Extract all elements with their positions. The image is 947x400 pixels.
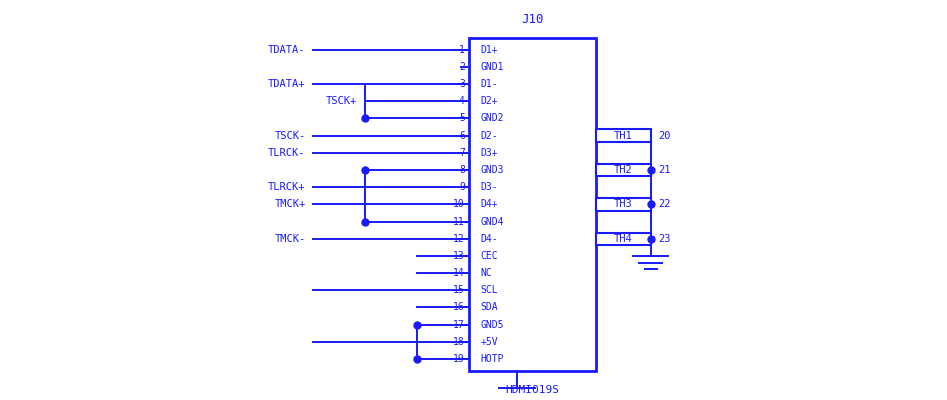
Text: 18: 18 bbox=[453, 337, 465, 347]
Bar bbox=[596, 198, 651, 210]
Text: TSCK+: TSCK+ bbox=[326, 96, 357, 106]
Text: 4: 4 bbox=[459, 96, 465, 106]
Text: SDA: SDA bbox=[481, 302, 498, 312]
Text: TDATA-: TDATA- bbox=[268, 45, 306, 55]
Text: 16: 16 bbox=[453, 302, 465, 312]
Text: 9: 9 bbox=[459, 182, 465, 192]
Text: GND3: GND3 bbox=[481, 165, 504, 175]
Text: +5V: +5V bbox=[481, 337, 498, 347]
Text: TMCK-: TMCK- bbox=[275, 234, 306, 244]
Text: TSCK-: TSCK- bbox=[275, 131, 306, 141]
Text: 10: 10 bbox=[453, 199, 465, 209]
Text: 19: 19 bbox=[453, 354, 465, 364]
Bar bbox=[469, 38, 596, 371]
Text: 23: 23 bbox=[658, 234, 671, 244]
Text: NC: NC bbox=[481, 268, 492, 278]
Text: D3-: D3- bbox=[481, 182, 498, 192]
Text: 7: 7 bbox=[459, 148, 465, 158]
Text: D1-: D1- bbox=[481, 79, 498, 89]
Text: GND5: GND5 bbox=[481, 320, 504, 330]
Text: 3: 3 bbox=[459, 79, 465, 89]
Bar bbox=[596, 164, 651, 176]
Text: 21: 21 bbox=[658, 165, 671, 175]
Text: 2: 2 bbox=[459, 62, 465, 72]
Text: 6: 6 bbox=[459, 131, 465, 141]
Text: TH4: TH4 bbox=[614, 234, 633, 244]
Text: TMCK+: TMCK+ bbox=[275, 199, 306, 209]
Text: J10: J10 bbox=[521, 13, 544, 26]
Text: GND1: GND1 bbox=[481, 62, 504, 72]
Text: 15: 15 bbox=[453, 285, 465, 295]
Text: HDMI019S: HDMI019S bbox=[506, 385, 560, 395]
Bar bbox=[596, 130, 651, 142]
Text: TH2: TH2 bbox=[614, 165, 633, 175]
Text: TH1: TH1 bbox=[614, 131, 633, 141]
Text: TH3: TH3 bbox=[614, 199, 633, 209]
Text: 17: 17 bbox=[453, 320, 465, 330]
Text: GND2: GND2 bbox=[481, 114, 504, 124]
Text: TDATA+: TDATA+ bbox=[268, 79, 306, 89]
Text: 5: 5 bbox=[459, 114, 465, 124]
Text: 20: 20 bbox=[658, 131, 671, 141]
Text: D4+: D4+ bbox=[481, 199, 498, 209]
Text: CEC: CEC bbox=[481, 251, 498, 261]
Text: GND4: GND4 bbox=[481, 216, 504, 226]
Text: HOTP: HOTP bbox=[481, 354, 504, 364]
Text: 22: 22 bbox=[658, 199, 671, 209]
Text: 14: 14 bbox=[453, 268, 465, 278]
Text: TLRCK+: TLRCK+ bbox=[268, 182, 306, 192]
Text: 8: 8 bbox=[459, 165, 465, 175]
Text: 11: 11 bbox=[453, 216, 465, 226]
Text: D4-: D4- bbox=[481, 234, 498, 244]
Text: D1+: D1+ bbox=[481, 45, 498, 55]
Text: D2+: D2+ bbox=[481, 96, 498, 106]
Text: D3+: D3+ bbox=[481, 148, 498, 158]
Text: 12: 12 bbox=[453, 234, 465, 244]
Text: SCL: SCL bbox=[481, 285, 498, 295]
Bar bbox=[596, 232, 651, 245]
Text: D2-: D2- bbox=[481, 131, 498, 141]
Text: 13: 13 bbox=[453, 251, 465, 261]
Text: TLRCK-: TLRCK- bbox=[268, 148, 306, 158]
Text: 1: 1 bbox=[459, 45, 465, 55]
